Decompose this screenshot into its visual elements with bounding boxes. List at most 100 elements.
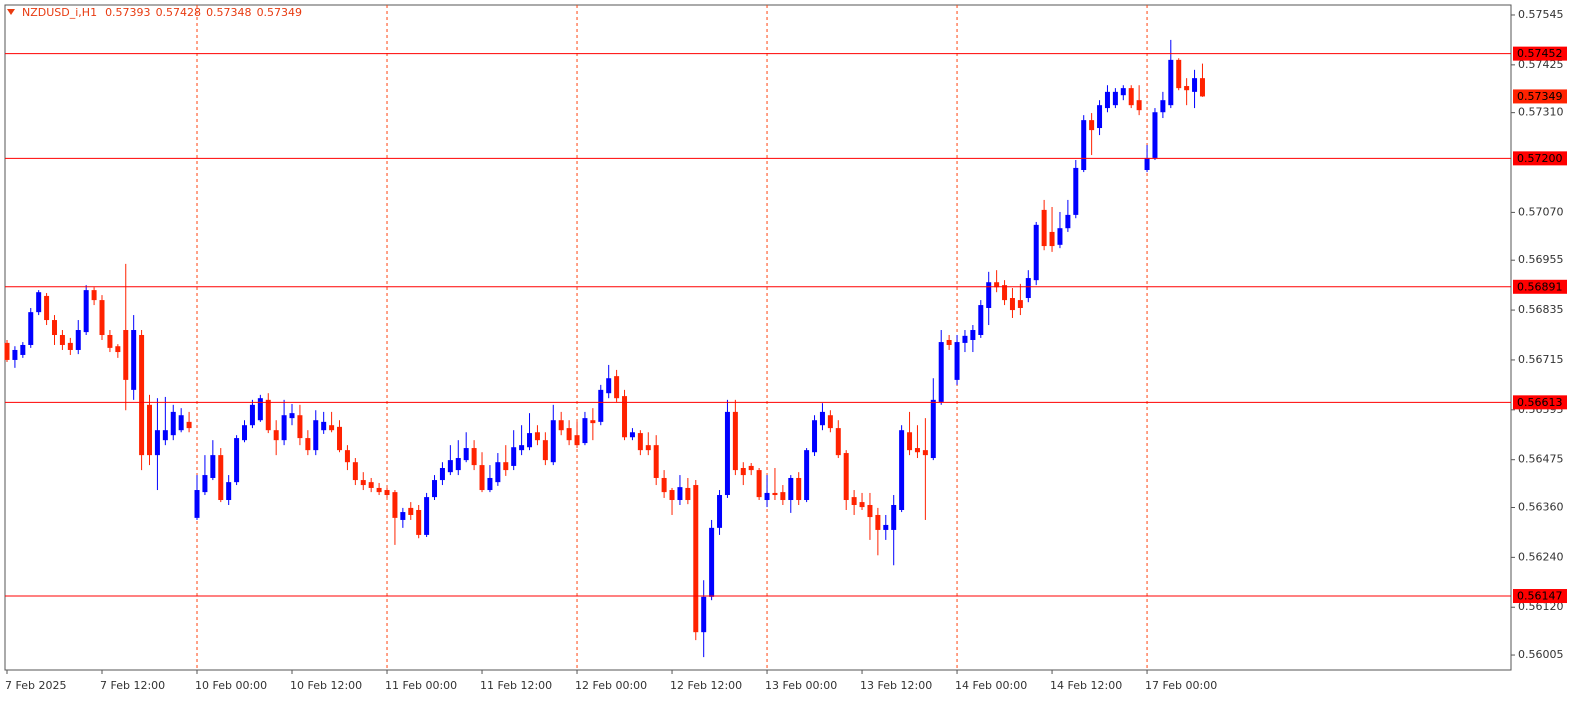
candle-body — [764, 492, 770, 501]
candle-body — [804, 450, 810, 501]
current-price-box — [1513, 89, 1567, 104]
candle-body — [867, 504, 873, 518]
x-tick-label: 12 Feb 00:00 — [575, 679, 647, 692]
x-tick-label: 7 Feb 2025 — [5, 679, 66, 692]
candle-body — [424, 497, 430, 535]
candle-body — [154, 430, 160, 456]
candle-body — [1073, 167, 1079, 215]
y-tick-label: 0.56955 — [1518, 253, 1564, 266]
candle-body — [653, 445, 659, 478]
candle-body — [1104, 91, 1110, 109]
candle-body — [519, 445, 525, 451]
candle-body — [1136, 100, 1142, 111]
candle-body — [337, 426, 343, 451]
candle-body — [717, 495, 723, 528]
y-tick-label: 0.56360 — [1518, 500, 1564, 513]
candle-body — [796, 477, 802, 501]
candle-body — [542, 440, 548, 461]
candle-body — [503, 462, 509, 471]
y-tick-label: 0.56715 — [1518, 353, 1564, 366]
y-tick-label: 0.56120 — [1518, 600, 1564, 613]
candle-body — [139, 335, 145, 456]
candle-body — [273, 430, 279, 441]
candle-body — [352, 462, 358, 481]
candle-body — [1168, 59, 1174, 106]
plot-frame — [4, 4, 1512, 671]
y-tick-label: 0.56005 — [1518, 648, 1564, 661]
candle-body — [463, 448, 469, 461]
level-box — [1513, 46, 1567, 61]
candle-body — [249, 404, 255, 426]
candle-body — [1097, 105, 1103, 129]
x-tick-label: 14 Feb 12:00 — [1050, 679, 1122, 692]
candle-body — [368, 482, 374, 488]
candle-body — [67, 342, 73, 350]
candle-body — [622, 396, 628, 438]
candle-body — [614, 376, 620, 399]
candle-body — [1049, 231, 1055, 247]
candle-body — [432, 480, 438, 498]
candle-body — [384, 490, 390, 496]
candle-body — [986, 282, 992, 308]
candle-body — [883, 524, 889, 530]
candle-body — [162, 430, 168, 441]
candle-body — [202, 475, 208, 493]
candle-body — [44, 295, 50, 321]
candle-body — [4, 342, 10, 360]
candle-body — [891, 504, 897, 530]
candle-body — [701, 596, 707, 633]
candle-body — [645, 445, 651, 451]
symbol: NZDUSD_i,H1 — [22, 6, 97, 19]
candle-body — [748, 465, 754, 471]
candle-body — [859, 502, 865, 508]
candle-body — [20, 344, 26, 355]
y-tick-label: 0.56835 — [1518, 303, 1564, 316]
candle-body — [534, 432, 540, 441]
candle-body — [677, 487, 683, 501]
candle-body — [1152, 112, 1158, 158]
candle-body — [606, 378, 612, 394]
level-label: 0.56613 — [1517, 396, 1563, 409]
x-tick-label: 10 Feb 00:00 — [195, 679, 267, 692]
candle-body — [416, 509, 422, 535]
candle-body — [1002, 285, 1008, 301]
candle-body — [400, 512, 406, 520]
level-box — [1513, 279, 1567, 294]
candle-body — [1112, 91, 1118, 106]
candle-body — [938, 342, 944, 402]
candle-body — [629, 432, 635, 438]
candle-body — [930, 399, 936, 459]
candle-body — [107, 335, 113, 348]
x-tick-label: 13 Feb 00:00 — [765, 679, 837, 692]
level-label: 0.57452 — [1517, 47, 1563, 60]
close-value: 0.57349 — [257, 6, 303, 19]
candle-body — [210, 455, 216, 478]
candle-body — [305, 438, 311, 451]
candle-body — [297, 415, 303, 439]
candle-body — [471, 448, 477, 466]
candle-body — [1017, 300, 1023, 308]
candle-body — [123, 330, 129, 380]
candle-body — [527, 433, 533, 448]
candle-body — [344, 450, 350, 463]
level-label: 0.56891 — [1517, 280, 1563, 293]
candle-body — [819, 411, 825, 426]
candle-body — [1089, 120, 1095, 131]
candle-body — [946, 339, 952, 345]
candle-body — [1192, 78, 1198, 92]
candle-body — [115, 346, 121, 353]
candle-body — [709, 527, 715, 597]
candle-body — [131, 330, 137, 390]
x-tick-label: 14 Feb 00:00 — [955, 679, 1027, 692]
x-tick-label: 10 Feb 12:00 — [290, 679, 362, 692]
candle-body — [685, 487, 691, 501]
x-tick-label: 13 Feb 12:00 — [860, 679, 932, 692]
candle-body — [922, 450, 928, 456]
candle-body — [780, 492, 786, 501]
candle-body — [724, 411, 730, 496]
candle-body — [566, 428, 572, 441]
candle-body — [978, 305, 984, 336]
candle-body — [1199, 78, 1205, 97]
